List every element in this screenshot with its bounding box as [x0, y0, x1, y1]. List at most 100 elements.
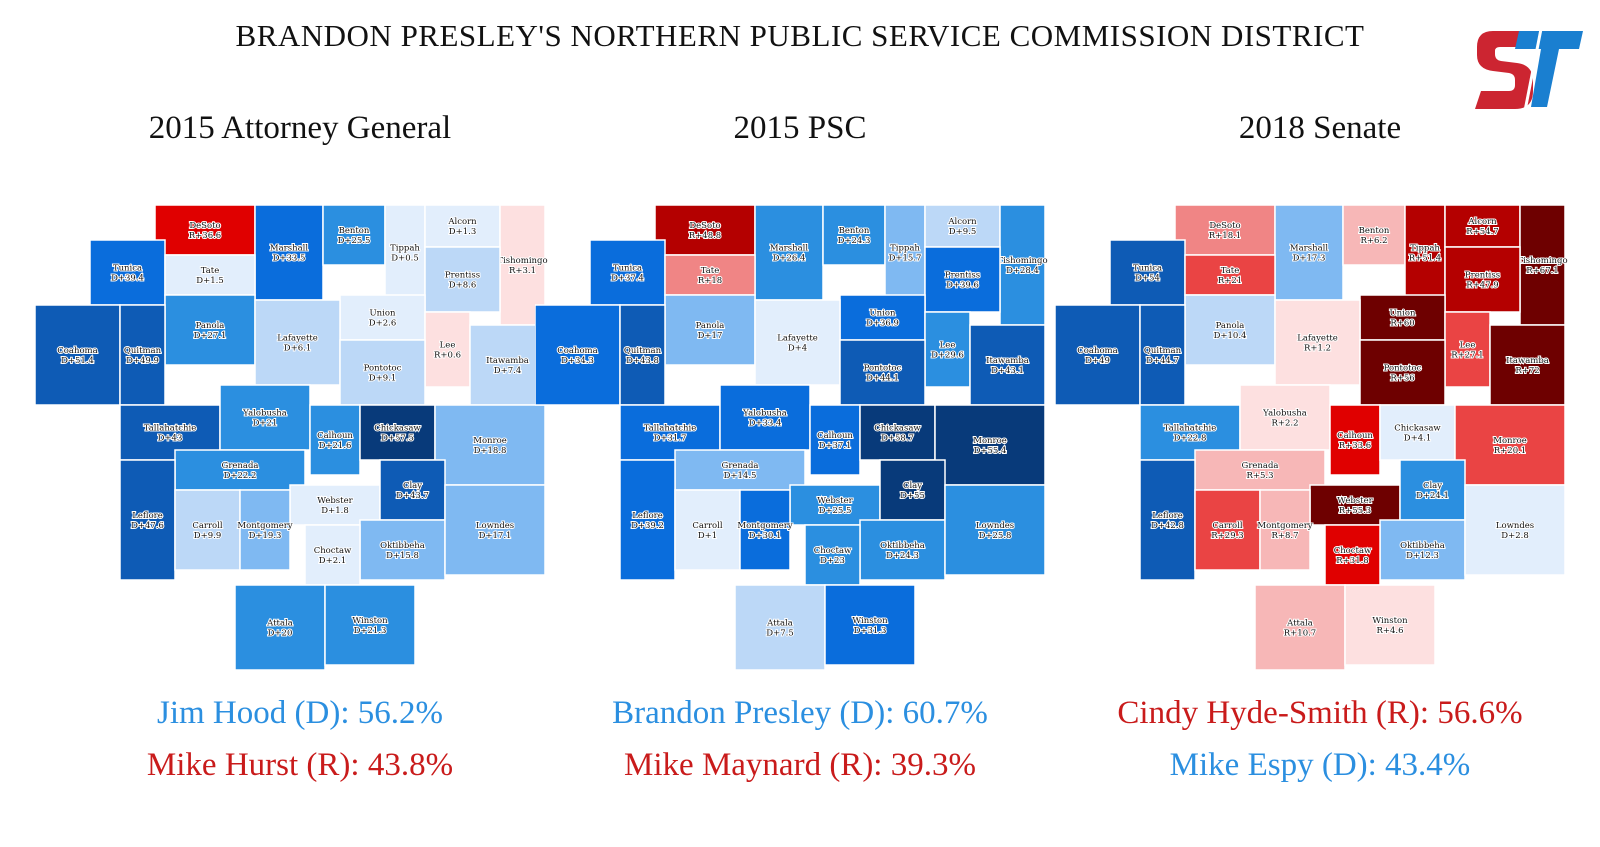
county-name-label: Webster [317, 496, 353, 506]
county-margin-label: D+18.8 [474, 446, 507, 456]
county-name-label: Tippah [1410, 244, 1440, 254]
county-margin-label: R+1.2 [1304, 344, 1331, 354]
county-name-label: Lowndes [1496, 521, 1534, 531]
county-margin-label: R+48.8 [689, 231, 721, 241]
county-margin-label: D+37.1 [819, 441, 852, 451]
county-margin-label: D+4.1 [1404, 434, 1431, 444]
winner-result: Cindy Hyde-Smith (R): 56.6% [1117, 695, 1523, 731]
county-margin-label: D+1.8 [321, 506, 348, 516]
county-name-label: Oktibbeha [880, 541, 925, 551]
county-name-label: Panola [196, 321, 225, 331]
county-shape [884, 205, 926, 301]
county-shape [674, 489, 741, 571]
county-margin-label: D+29.6 [931, 351, 964, 361]
county-name-label: Lafayette [1297, 334, 1338, 344]
county-shape [1055, 304, 1141, 406]
panel-2015-psc: 2015 PSC DeSoto R+48.8 Marshall D+26.4 Bento… [535, 110, 1065, 810]
county-margin-label: D+6.1 [284, 344, 311, 354]
county-margin-label: D+2.1 [319, 556, 346, 566]
page-title: BRANDON PRESLEY'S NORTHERN PUBLIC SERVIC… [235, 18, 1365, 53]
county-shape [809, 404, 861, 476]
county-name-label: Benton [339, 226, 370, 236]
county-name-label: Quitman [624, 346, 662, 356]
county-map: DeSoto R+36.6 Marshall D+33.5 Benton D+25.5 Ti… [35, 205, 565, 675]
county-name-label: Grenada [1242, 461, 1279, 471]
county-name-label: Carroll [192, 521, 223, 531]
panel-heading: 2018 Senate [1238, 110, 1402, 146]
county-shape [234, 584, 326, 671]
county-shape [1139, 459, 1196, 581]
county-name-label: Marshall [270, 244, 308, 254]
county-name-label: Quitman [1144, 346, 1182, 356]
county-margin-label: D+33.5 [273, 254, 306, 264]
county-margin-label: D+57.5 [381, 434, 414, 444]
panel-heading: 2015 Attorney General [148, 110, 452, 146]
county-name-label: Grenada [722, 461, 759, 471]
county-name-label: Marshall [1290, 244, 1328, 254]
county-margin-label: R+0.6 [434, 351, 461, 361]
county-margin-label: R+2.2 [1271, 419, 1298, 429]
county-shape [754, 299, 841, 386]
county-margin-label: D+24.3 [838, 236, 871, 246]
runner-up-result: Mike Hurst (R): 43.8% [146, 747, 454, 783]
county-margin-label: R+51.4 [1409, 254, 1441, 264]
county-name-label: Tunica [1133, 264, 1162, 274]
county-margin-label: D+19.3 [249, 531, 282, 541]
county-shape [119, 459, 176, 581]
county-margin-label: R+33.6 [1339, 441, 1371, 451]
county-name-label: Winston [1372, 616, 1408, 626]
county-margin-label: D+25.8 [979, 531, 1012, 541]
panel-2015-attorney-general: 2015 Attorney General DeSoto R+36.6 Marsha… [35, 110, 565, 810]
county-margin-label: D+42.8 [1151, 521, 1184, 531]
county-shape [1274, 299, 1361, 386]
county-name-label: Tate [701, 266, 720, 276]
county-shape [535, 304, 621, 406]
county-name-label: Tallahatchie [144, 424, 197, 434]
county-name-label: Clay [903, 481, 922, 491]
county-margin-label: D+17.1 [479, 531, 512, 541]
county-shape [444, 484, 546, 576]
county-margin-label: R+6.2 [1360, 236, 1387, 246]
county-name-label: Itawamba [1506, 356, 1549, 366]
county-margin-label: D+55 [900, 491, 925, 501]
county-name-label: Choctaw [314, 546, 352, 556]
county-shape [1259, 489, 1311, 571]
county-shape [1254, 584, 1346, 671]
county-margin-label: D+17.3 [1293, 254, 1326, 264]
runner-up-result: Mike Espy (D): 43.4% [1169, 747, 1471, 783]
panel-2018-senate: 2018 Senate DeSoto R+18.1 Marshall D+17.3 Be… [1055, 110, 1585, 810]
county-name-label: Coahoma [557, 346, 597, 356]
county-shape [1194, 449, 1326, 491]
county-shape [822, 205, 886, 266]
county-name-label: Winston [352, 616, 388, 626]
county-name-label: Prentiss [1465, 271, 1500, 281]
county-shape [969, 324, 1046, 406]
county-name-label: DeSoto [1209, 221, 1240, 231]
county-margin-label: D+24.3 [886, 551, 919, 561]
county-name-label: Monroe [473, 436, 507, 446]
